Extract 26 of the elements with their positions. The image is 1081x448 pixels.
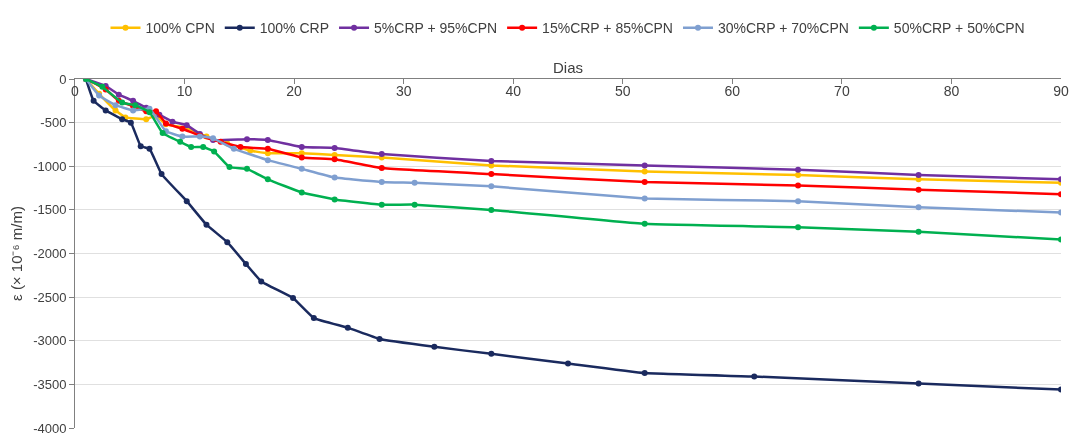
legend-label: 50%CRP + 50%CPN <box>893 20 1025 37</box>
y-tick-label: -2000 <box>33 246 67 262</box>
y-tick-label: -3000 <box>33 333 67 349</box>
y-tick-label: -1500 <box>33 202 67 218</box>
y-tick-label: -1000 <box>33 158 67 174</box>
legend-label: 5%CRP + 95%CPN <box>374 20 498 37</box>
x-tick-label: 50 <box>614 83 631 100</box>
x-tick-label: 10 <box>176 83 193 100</box>
y-tick-label: 0 <box>59 71 67 87</box>
y-tick-label: -500 <box>40 115 67 131</box>
x-tick-label: 60 <box>724 83 741 100</box>
legend-label: 100% CPN <box>145 20 215 37</box>
y-tick-label: -4000 <box>33 420 67 436</box>
legend-label: 100% CRP <box>259 20 330 37</box>
y-tick-label: -3500 <box>33 376 67 392</box>
x-tick-label: 80 <box>943 83 960 100</box>
x-tick-label: 30 <box>395 83 412 100</box>
legend-label: 15%CRP + 85%CPN <box>542 20 673 37</box>
x-axis-title: Dias <box>552 58 584 76</box>
x-tick-label: 40 <box>505 83 522 100</box>
legend-label: 30%CRP + 70%CPN <box>717 20 849 37</box>
x-tick-label: 70 <box>834 83 850 100</box>
x-tick-label: 20 <box>286 83 303 100</box>
x-tick-label: 90 <box>1053 83 1069 100</box>
y-tick-label: -2500 <box>33 289 67 305</box>
y-axis-title: ε (× 10⁻⁶ m/m) <box>8 206 26 301</box>
